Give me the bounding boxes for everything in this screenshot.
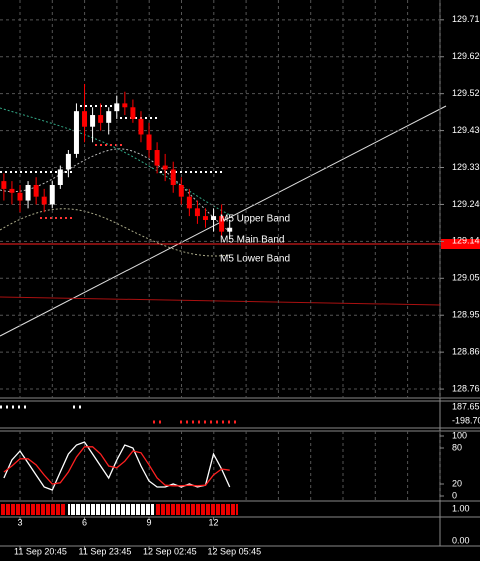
band-label: M5 Lower Band	[220, 254, 290, 265]
candle-body	[138, 118, 144, 135]
y-tick-label: 129.050	[452, 273, 480, 283]
upper-band	[0, 107, 231, 216]
counter-label: 6	[82, 517, 87, 527]
strip-label: 1.00	[452, 503, 470, 513]
dots	[40, 144, 125, 219]
candle-body	[73, 111, 79, 154]
candle-body	[114, 103, 120, 112]
candle-body	[130, 107, 136, 119]
y-tick-label: 0	[452, 490, 457, 500]
level-line	[0, 296, 441, 306]
candle-body	[186, 196, 192, 209]
y-tick-label: 129.715	[452, 14, 480, 24]
candle-body	[211, 216, 217, 220]
candle-body	[49, 185, 55, 205]
y-tick-label: 100	[452, 430, 467, 440]
candle-body	[1, 181, 7, 189]
stoch-line	[3, 446, 230, 487]
x-tick-label: 11 Sep 23:45	[79, 546, 132, 556]
candle-body	[162, 165, 168, 170]
candle-body	[90, 115, 96, 127]
y-tick-label: 129.335	[452, 162, 480, 172]
y-tick-label: 128.955	[452, 310, 480, 320]
candle-body	[178, 185, 184, 197]
y-tick-label: 129.430	[452, 125, 480, 135]
strip-segment	[0, 504, 66, 515]
candle-body	[33, 185, 39, 197]
candle-body	[106, 111, 112, 123]
dots	[80, 105, 222, 173]
y-tick-label: 80	[452, 442, 462, 452]
candle-body	[227, 227, 233, 232]
candle-body	[9, 188, 15, 193]
y-tick-label: 128.860	[452, 347, 480, 357]
band-label: M5 Main Band	[220, 235, 284, 246]
candle-body	[82, 111, 88, 127]
y-tick-label: 129.525	[452, 88, 480, 98]
candle-body	[17, 192, 23, 201]
candle-body	[25, 185, 31, 201]
candle-body	[41, 196, 47, 205]
counter-label: 3	[17, 517, 22, 527]
candle-body	[154, 150, 160, 166]
candle-body	[146, 134, 152, 151]
x-tick-label: 11 Sep 20:45	[14, 546, 67, 556]
y-tick-label: 128.765	[452, 383, 480, 393]
strip-label: 0.00	[452, 535, 470, 545]
candle-body	[122, 103, 128, 108]
strip-segment	[156, 504, 238, 515]
counter-label: 12	[209, 517, 219, 527]
band-label: M5 Upper Band	[220, 214, 290, 225]
indicator-label: -198.70	[452, 415, 480, 425]
candle-body	[170, 169, 176, 186]
candle-body	[194, 208, 200, 217]
candle-body	[219, 216, 225, 232]
candle-body	[57, 169, 63, 186]
x-tick-label: 12 Sep 05:45	[208, 546, 262, 556]
indicator-label: 187.651	[452, 401, 480, 411]
x-tick-label: 12 Sep 02:45	[143, 546, 197, 556]
candle-body	[202, 216, 208, 220]
candle-body	[65, 153, 71, 170]
y-tick-label: 20	[452, 478, 462, 488]
y-tick-label: 129.145	[452, 236, 480, 246]
counter-label: 9	[147, 517, 152, 527]
price-marker	[441, 239, 480, 249]
candle-body	[98, 115, 104, 123]
y-tick-label: 129.240	[452, 199, 480, 209]
y-tick-label: 129.620	[452, 51, 480, 61]
